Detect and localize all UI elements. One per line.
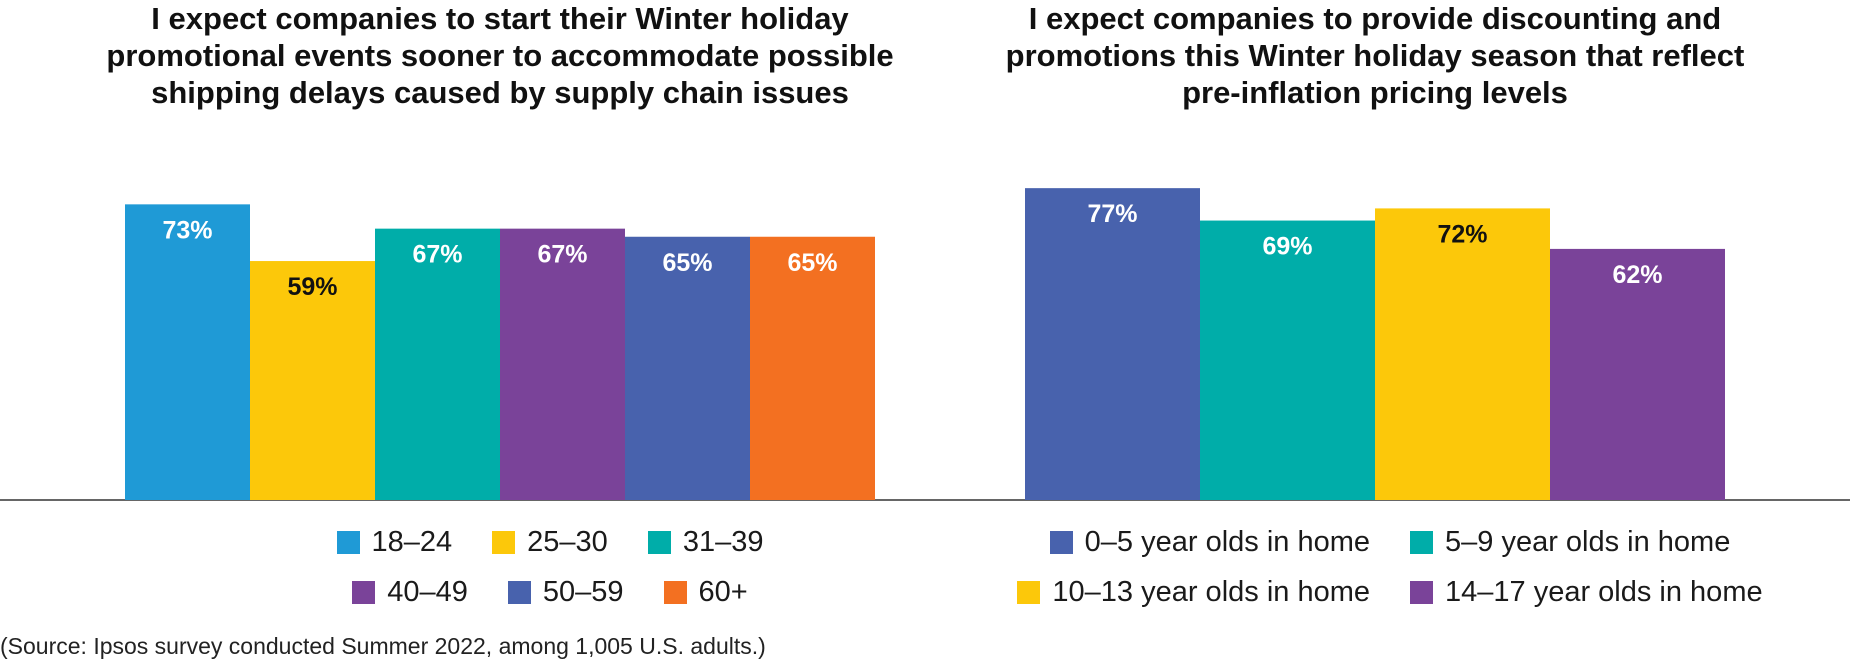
legend-swatch <box>507 581 531 604</box>
legend-label: 5–9 year olds in home <box>1445 526 1731 558</box>
legend-swatch <box>1049 531 1073 554</box>
bar-label-chart1-5: 65% <box>662 249 712 277</box>
bar-chart1-6 <box>750 236 875 500</box>
legend-item-chart1-2: 25–30 <box>492 526 608 559</box>
chart-title-right: I expect companies to provide discountin… <box>1005 1 1745 110</box>
legend-label: 25–30 <box>527 526 608 558</box>
bar-chart2-2 <box>1200 220 1375 501</box>
source-note: (Source: Ipsos survey conducted Summer 2… <box>0 633 766 659</box>
bar-label-chart1-3: 67% <box>412 241 462 269</box>
legend-swatch <box>352 581 376 604</box>
legend-item-chart2-1: 0–5 year olds in home <box>1049 526 1370 559</box>
bar-chart2-3 <box>1375 208 1550 500</box>
bar-chart1-1 <box>125 204 250 500</box>
legend-label: 60+ <box>698 576 748 608</box>
bar-label-chart1-2: 59% <box>287 273 337 301</box>
bar-label-chart2-3: 72% <box>1437 220 1487 248</box>
legend-swatch <box>492 531 516 554</box>
chart-title-left: I expect companies to start their Winter… <box>106 1 894 110</box>
legend-swatch <box>1017 581 1041 604</box>
legend-label: 10–13 year olds in home <box>1052 576 1370 608</box>
legend-label: 0–5 year olds in home <box>1084 526 1370 558</box>
bar-label-chart2-2: 69% <box>1262 233 1312 261</box>
legend-item-chart2-3: 10–13 year olds in home <box>1017 576 1370 609</box>
legend-label: 50–59 <box>542 576 624 608</box>
legend-label: 31–39 <box>682 526 764 558</box>
legend-item-chart1-1: 18–24 <box>336 526 453 559</box>
bar-label-chart2-1: 77% <box>1087 200 1137 228</box>
legend-left-row-1: 18–24 25–30 31–39 <box>150 526 950 559</box>
bar-chart2-1 <box>1025 188 1200 500</box>
legend-right-row-1: 0–5 year olds in home 5–9 year olds in ho… <box>970 526 1810 559</box>
bar-chart1-5 <box>625 236 750 500</box>
legend-right-row-2: 10–13 year olds in home 14–17 year olds i… <box>970 576 1810 609</box>
legend-swatch <box>1410 581 1433 604</box>
bar-label-chart2-4: 62% <box>1612 261 1662 289</box>
bar-label-chart1-4: 67% <box>537 241 587 269</box>
bar-label-chart1-6: 65% <box>787 249 837 277</box>
legend-swatch <box>663 581 687 604</box>
legend-left-row-2: 40–49 50–59 60+ <box>150 576 950 609</box>
legend-item-chart1-5: 50–59 <box>507 576 624 609</box>
legend-swatch <box>336 531 360 554</box>
legend-label: 14–17 year olds in home <box>1445 576 1763 608</box>
bar-chart2-4 <box>1550 248 1725 500</box>
legend-item-chart2-4: 14–17 year olds in home <box>1410 576 1763 609</box>
bar-chart1-3 <box>375 228 500 500</box>
legend-label: 18–24 <box>371 526 453 558</box>
legend-item-chart2-2: 5–9 year olds in home <box>1410 526 1730 559</box>
legend-label: 40–49 <box>387 576 468 608</box>
bar-chart1-4 <box>500 228 625 500</box>
legend-swatch <box>1410 531 1433 554</box>
legend-item-chart1-4: 40–49 <box>352 576 468 609</box>
bar-chart1-2 <box>250 261 375 500</box>
legend-item-chart1-6: 60+ <box>663 576 748 609</box>
legend-item-chart1-3: 31–39 <box>647 526 764 559</box>
legend-swatch <box>647 531 671 554</box>
bar-label-chart1-1: 73% <box>162 216 212 244</box>
